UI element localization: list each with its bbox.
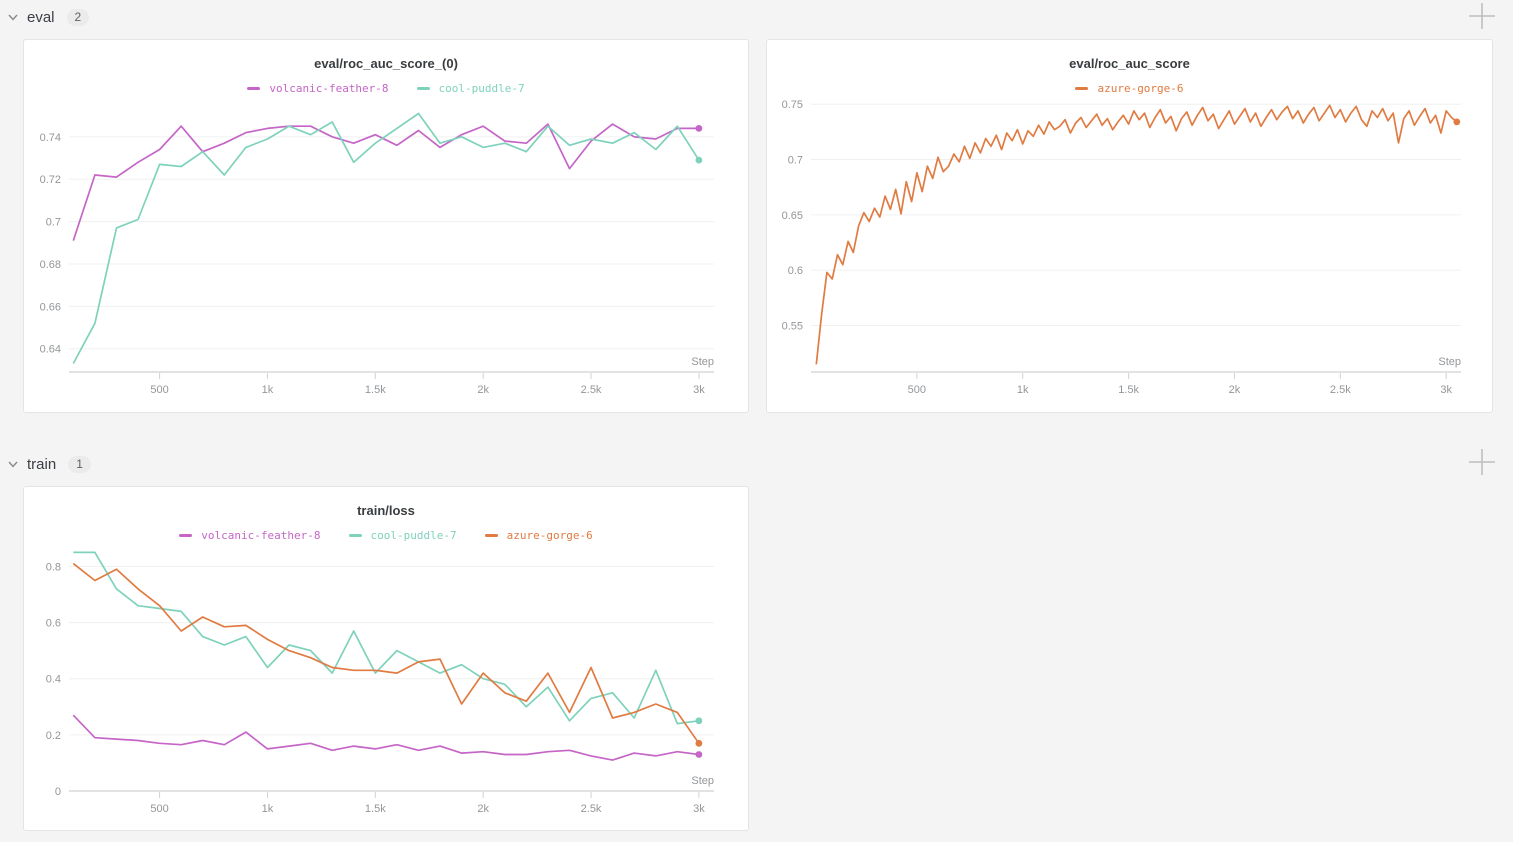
legend-label: azure-gorge-6 — [1097, 81, 1184, 95]
chart-panel-train-loss[interactable]: 0 0.2 0.4 0.6 0.8 500 1k 1.5k 2k 2.5k 3k Step train… — [23, 486, 749, 831]
x-tick-label: 500 — [150, 384, 168, 396]
legend-swatch-icon — [416, 86, 430, 90]
add-panel-icon[interactable] — [1467, 447, 1497, 477]
legend-item-volcanic-feather-8[interactable]: volcanic-feather-8 — [179, 528, 321, 542]
x-tick-label: 1.5k — [365, 803, 386, 815]
section-header-train: train 1 — [0, 447, 1513, 481]
y-tick-label: 0.55 — [782, 321, 803, 333]
section-title: train — [27, 455, 57, 473]
line-chart-roc-auc-score-0[interactable]: 0.64 0.66 0.68 0.7 0.72 0.74 500 1k 1.5k 2k 2.5k 3k… — [24, 40, 750, 414]
panel-count-badge: 2 — [66, 8, 90, 26]
x-tick-label: 2k — [1229, 384, 1241, 396]
legend-swatch-icon — [247, 86, 261, 90]
x-axis-title: Step — [691, 356, 714, 368]
legend-item-volcanic-feather-8[interactable]: volcanic-feather-8 — [247, 81, 389, 95]
x-tick-label: 1.5k — [1118, 384, 1139, 396]
series-line-volcanic-feather-8 — [72, 123, 699, 241]
y-tick-label: 0.7 — [788, 155, 803, 167]
legend-swatch-icon — [484, 533, 498, 537]
series-line-cool-puddle-7 — [73, 551, 700, 725]
chart-panel-roc-auc-score[interactable]: 0.55 0.6 0.65 0.7 0.75 500 1k 1.5k 2k 2.5k 3k Step … — [766, 39, 1493, 413]
add-panel-icon[interactable] — [1467, 1, 1497, 31]
legend-label: azure-gorge-6 — [506, 528, 593, 542]
legend-label: volcanic-feather-8 — [201, 528, 321, 542]
y-tick-label: 0.65 — [782, 210, 803, 222]
series-line-cool-puddle-7 — [72, 112, 700, 364]
y-tick-label: 0 — [55, 786, 61, 798]
legend-swatch-icon — [348, 533, 362, 537]
line-chart-roc-auc-score[interactable]: 0.55 0.6 0.65 0.7 0.75 500 1k 1.5k 2k 2.5k 3k Step — [767, 40, 1494, 414]
x-tick-label: 3k — [693, 384, 705, 396]
legend-item-cool-puddle-7[interactable]: cool-puddle-7 — [416, 81, 525, 95]
y-tick-label: 0.72 — [40, 174, 61, 186]
x-tick-label: 2k — [477, 384, 489, 396]
legend-item-azure-gorge-6[interactable]: azure-gorge-6 — [484, 528, 593, 542]
x-tick-label: 2.5k — [1330, 384, 1351, 396]
y-tick-label: 0.64 — [40, 344, 61, 356]
y-tick-label: 0.74 — [40, 132, 61, 144]
legend-swatch-icon — [179, 533, 193, 537]
series-end-dot-azure-gorge-6 — [695, 739, 703, 747]
legend-label: cool-puddle-7 — [438, 81, 525, 95]
x-tick-label: 3k — [693, 803, 705, 815]
chart-panel-roc-auc-score-0[interactable]: 0.64 0.66 0.68 0.7 0.72 0.74 500 1k 1.5k 2k 2.5k 3k… — [23, 39, 749, 413]
legend-item-azure-gorge-6[interactable]: azure-gorge-6 — [1075, 81, 1184, 95]
x-tick-label: 2.5k — [581, 384, 602, 396]
y-tick-label: 0.6 — [46, 618, 61, 630]
y-tick-label: 0.75 — [782, 99, 803, 111]
y-tick-label: 0.68 — [40, 259, 61, 271]
x-tick-label: 500 — [150, 803, 168, 815]
panel-count-badge: 1 — [68, 455, 91, 473]
x-axis-title: Step — [691, 775, 714, 787]
legend-swatch-icon — [1075, 86, 1089, 90]
legend-label: cool-puddle-7 — [370, 528, 457, 542]
x-tick-label: 1k — [1017, 384, 1029, 396]
x-tick-label: 3k — [1440, 384, 1452, 396]
chart-legend: azure-gorge-6 — [767, 80, 1492, 96]
y-tick-label: 0.2 — [46, 730, 61, 742]
x-tick-label: 2.5k — [581, 803, 602, 815]
series-end-dot-volcanic-feather-8 — [695, 751, 703, 758]
y-tick-label: 0.4 — [46, 674, 61, 686]
y-tick-label: 0.6 — [788, 265, 803, 277]
x-tick-label: 500 — [908, 384, 926, 396]
series-line-volcanic-feather-8 — [72, 714, 700, 761]
x-tick-label: 1.5k — [365, 384, 386, 396]
chart-legend: volcanic-feather-8 cool-puddle-7 azure-gor… — [24, 527, 748, 543]
series-line-azure-gorge-6 — [72, 562, 700, 744]
chart-legend: volcanic-feather-8 cool-puddle-7 — [24, 80, 748, 96]
legend-label: volcanic-feather-8 — [269, 81, 389, 95]
section-title: eval — [27, 8, 55, 26]
line-chart-train-loss[interactable]: 0 0.2 0.4 0.6 0.8 500 1k 1.5k 2k 2.5k 3k Step — [24, 487, 750, 832]
series-end-dot-azure-gorge-6 — [1453, 118, 1461, 126]
series-line-azure-gorge-6 — [815, 104, 1458, 365]
chevron-down-icon[interactable] — [6, 457, 20, 471]
y-tick-label: 0.7 — [46, 217, 61, 229]
x-tick-label: 2k — [477, 803, 489, 815]
chart-title: eval/roc_auc_score — [1069, 56, 1190, 71]
section-header-eval: eval 2 — [0, 0, 1513, 34]
chart-title: eval/roc_auc_score_(0) — [314, 56, 458, 71]
series-end-dot-cool-puddle-7 — [695, 156, 703, 164]
y-tick-label: 0.8 — [46, 561, 61, 573]
x-tick-label: 1k — [262, 384, 274, 396]
x-tick-label: 1k — [262, 803, 274, 815]
legend-item-cool-puddle-7[interactable]: cool-puddle-7 — [348, 528, 457, 542]
chart-title: train/loss — [357, 503, 415, 518]
chevron-down-icon[interactable] — [6, 10, 20, 24]
y-tick-label: 0.66 — [40, 301, 61, 313]
series-end-dot-volcanic-feather-8 — [695, 125, 703, 132]
series-end-dot-cool-puddle-7 — [695, 717, 703, 725]
x-axis-title: Step — [1438, 356, 1461, 368]
